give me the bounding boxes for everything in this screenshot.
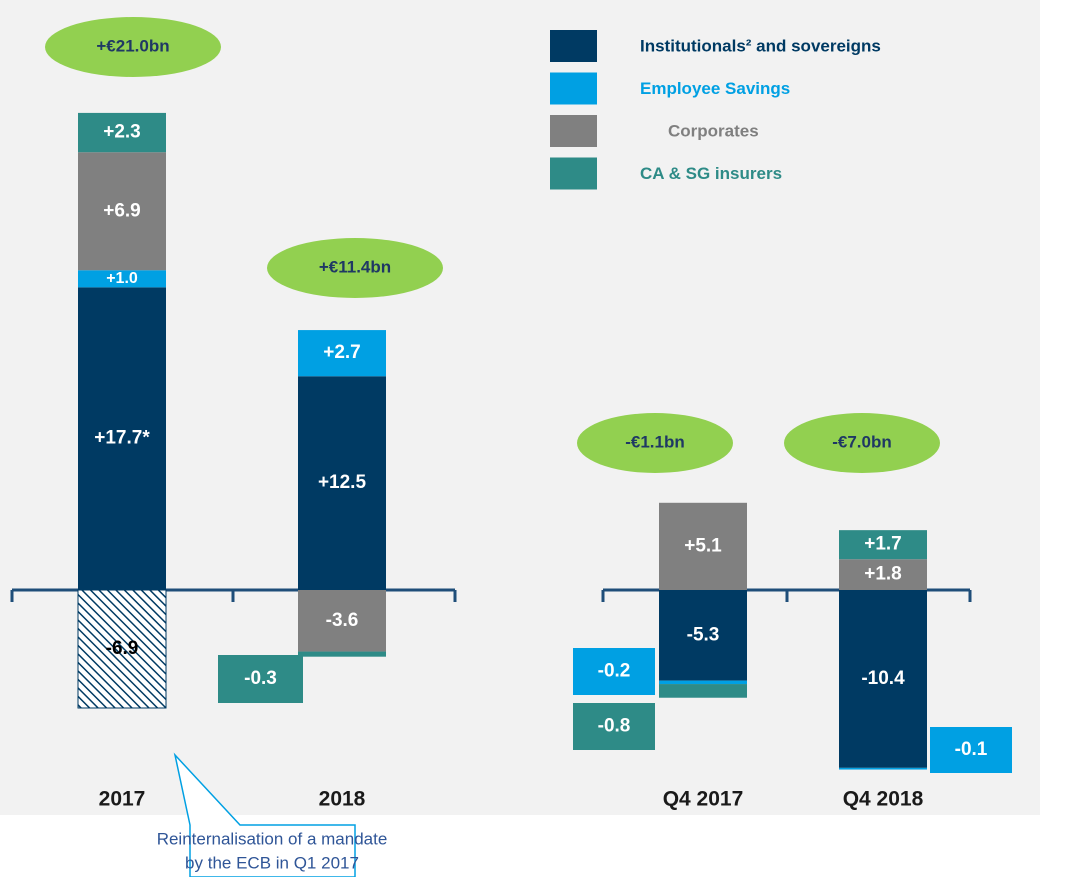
bar-segment — [659, 590, 747, 681]
total-bubble — [267, 238, 443, 298]
label-box — [573, 703, 655, 750]
value-label: -5.3 — [687, 624, 720, 645]
value-label: +2.7 — [323, 342, 361, 363]
total-bubble — [45, 17, 221, 77]
bar-segment — [839, 590, 927, 768]
callout — [173, 752, 356, 877]
callout-text: Reinternalisation of a mandate — [157, 829, 388, 848]
total-label: +€11.4bn — [319, 257, 391, 276]
value-label: -3.6 — [326, 610, 359, 631]
bar-segment — [298, 590, 386, 652]
hatched-label: -6.9 — [106, 638, 139, 659]
bar-segment — [839, 530, 927, 560]
label-box — [930, 727, 1012, 773]
value-label: +17.7* — [94, 428, 150, 449]
legend-swatch — [550, 30, 597, 62]
value-label: +2.3 — [103, 122, 141, 143]
bar-segment — [659, 502, 747, 590]
total-bubble — [577, 413, 733, 473]
total-label: -€7.0bn — [832, 432, 892, 451]
value-label: -0.8 — [598, 716, 631, 737]
legend-label: Employee Savings — [640, 79, 790, 98]
x-tick-label: 2017 — [99, 788, 146, 811]
legend-label: Institutionals² and sovereigns — [640, 36, 881, 55]
legend-label: CA & SG insurers — [640, 164, 782, 183]
bar-segment — [298, 651, 386, 657]
legend-swatch — [550, 72, 597, 105]
bar-segment — [78, 287, 166, 590]
total-label: -€1.1bn — [625, 432, 685, 451]
bar-segment — [839, 767, 927, 770]
bar-segment — [659, 684, 747, 698]
bar-segment — [78, 112, 166, 153]
value-label: -0.3 — [244, 668, 277, 689]
bar-segment — [78, 152, 166, 271]
marks: 2017 -6.9 +17.7* +1.0 +6.9 +2.3 +€21.0bn 2018 +1… — [45, 17, 1012, 811]
label-box — [573, 648, 655, 695]
legend-label: Corporates — [668, 121, 759, 140]
x-tick-label: 2018 — [319, 788, 366, 811]
hatched-bar — [77, 589, 167, 709]
callout-text: by the ECB in Q1 2017 — [185, 853, 359, 872]
value-label: -0.1 — [955, 739, 988, 760]
value-label: +12.5 — [318, 472, 367, 493]
total-label: +€21.0bn — [96, 36, 169, 55]
bar-segment — [298, 330, 386, 377]
value-label: -10.4 — [861, 668, 905, 689]
x-tick-label: Q4 2017 — [663, 788, 744, 811]
bar-segment — [78, 270, 166, 288]
value-label: +1.0 — [106, 270, 138, 287]
value-label: +1.7 — [864, 534, 902, 555]
legend-swatch — [550, 157, 597, 190]
label-box — [218, 655, 303, 703]
value-label: +5.1 — [684, 535, 722, 556]
value-label: +6.9 — [103, 200, 141, 221]
bar-segment — [839, 559, 927, 590]
bar-segment — [298, 376, 386, 590]
value-label: +1.8 — [864, 564, 902, 585]
total-bubble — [784, 413, 940, 473]
bar-segment — [659, 680, 747, 685]
x-tick-label: Q4 2018 — [843, 788, 924, 811]
value-label: -0.2 — [598, 661, 631, 682]
legend-swatch — [550, 115, 597, 147]
